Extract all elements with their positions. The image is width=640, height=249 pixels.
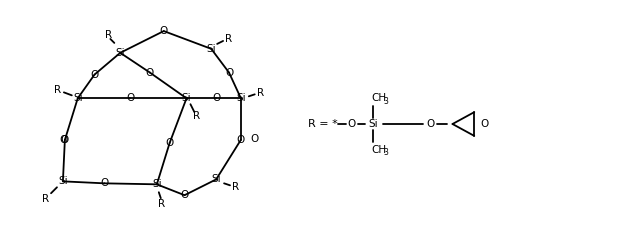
Text: O: O (90, 69, 99, 80)
Text: O: O (166, 138, 174, 148)
Text: R: R (225, 34, 232, 44)
Text: R = *: R = * (308, 119, 338, 129)
Text: O: O (225, 67, 233, 78)
Text: Si: Si (73, 93, 83, 103)
Text: R: R (232, 182, 239, 192)
Text: CH: CH (371, 93, 387, 103)
Text: O: O (180, 190, 189, 200)
Text: Si: Si (369, 119, 378, 129)
Text: CH: CH (371, 145, 387, 155)
Text: 3: 3 (383, 97, 388, 106)
Text: O: O (126, 93, 134, 103)
Text: O: O (237, 135, 245, 145)
Text: Si: Si (152, 179, 162, 189)
Text: Si: Si (211, 174, 221, 184)
Text: O: O (60, 135, 68, 145)
Text: O: O (146, 67, 154, 78)
Text: R: R (54, 85, 61, 95)
Text: O: O (480, 119, 488, 129)
Text: R: R (42, 194, 49, 204)
Text: Si: Si (207, 44, 216, 54)
Text: Si: Si (58, 176, 68, 186)
Text: R: R (193, 111, 200, 121)
Text: R: R (105, 30, 112, 40)
Text: Si: Si (182, 93, 191, 103)
Text: O: O (61, 135, 69, 145)
Text: R: R (257, 88, 264, 98)
Text: 3: 3 (383, 148, 388, 157)
Text: O: O (100, 178, 109, 188)
Text: O: O (212, 93, 220, 103)
Text: Si: Si (236, 93, 246, 103)
Text: O: O (427, 119, 435, 129)
Text: O: O (251, 134, 259, 144)
Text: O: O (159, 26, 168, 36)
Text: Si: Si (115, 48, 125, 58)
Text: R: R (158, 199, 165, 209)
Text: O: O (348, 119, 356, 129)
